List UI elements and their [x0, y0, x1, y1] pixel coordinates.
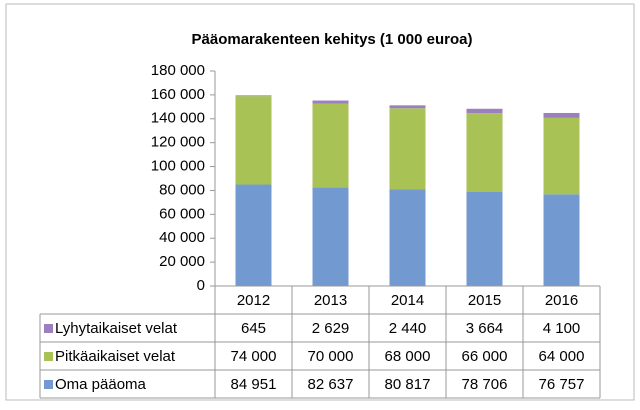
- table-value: 645: [241, 320, 266, 337]
- bar-segment: [543, 112, 580, 118]
- table-value: 2 440: [389, 320, 427, 337]
- bar-segment: [235, 95, 272, 97]
- table-value: 70 000: [308, 348, 354, 365]
- table-value: 4 100: [543, 320, 581, 337]
- bar-segment: [543, 117, 580, 195]
- table-value: 64 000: [539, 348, 585, 365]
- legend-swatch: [44, 380, 53, 389]
- bar-segment: [389, 189, 426, 286]
- table-value: 76 757: [539, 376, 585, 393]
- y-tick-label: 60 000: [159, 205, 205, 222]
- table-value: 68 000: [385, 348, 431, 365]
- table-value: 80 817: [385, 376, 431, 393]
- y-tick-label: 160 000: [151, 86, 205, 103]
- bar-segment: [312, 103, 349, 188]
- legend-swatch: [44, 352, 53, 361]
- legend-label: Pitkäaikaiset velat: [55, 348, 176, 365]
- bar-segment: [466, 113, 503, 192]
- y-tick-label: 120 000: [151, 134, 205, 151]
- x-tick-label: 2015: [468, 292, 501, 309]
- table-value: 66 000: [462, 348, 508, 365]
- legend-label: Lyhytaikaiset velat: [55, 320, 178, 337]
- y-tick-label: 180 000: [151, 62, 205, 79]
- bar-segment: [312, 187, 349, 286]
- chart-title: Pääomarakenteen kehitys (1 000 euroa): [192, 31, 473, 48]
- bar-segment: [235, 184, 272, 286]
- y-tick-label: 20 000: [159, 253, 205, 270]
- x-tick-label: 2012: [237, 292, 270, 309]
- bar-segment: [389, 108, 426, 190]
- table-value: 84 951: [231, 376, 277, 393]
- bar-segment: [312, 100, 349, 104]
- table-value: 82 637: [308, 376, 354, 393]
- y-tick-label: 0: [197, 277, 205, 294]
- bar-segment: [235, 96, 272, 185]
- bar-segment: [543, 194, 580, 286]
- legend-swatch: [44, 324, 53, 333]
- table-value: 78 706: [462, 376, 508, 393]
- legend-label: Oma pääoma: [55, 376, 147, 393]
- table-value: 74 000: [231, 348, 277, 365]
- bar-segment: [466, 191, 503, 286]
- y-tick-label: 100 000: [151, 158, 205, 175]
- y-tick-label: 140 000: [151, 110, 205, 127]
- y-tick-label: 80 000: [159, 181, 205, 198]
- x-tick-label: 2014: [391, 292, 424, 309]
- bar-segment: [466, 108, 503, 114]
- table-value: 2 629: [312, 320, 350, 337]
- y-tick-label: 40 000: [159, 229, 205, 246]
- x-tick-label: 2013: [314, 292, 347, 309]
- bar-segment: [389, 105, 426, 109]
- table-value: 3 664: [466, 320, 504, 337]
- x-tick-label: 2016: [545, 292, 578, 309]
